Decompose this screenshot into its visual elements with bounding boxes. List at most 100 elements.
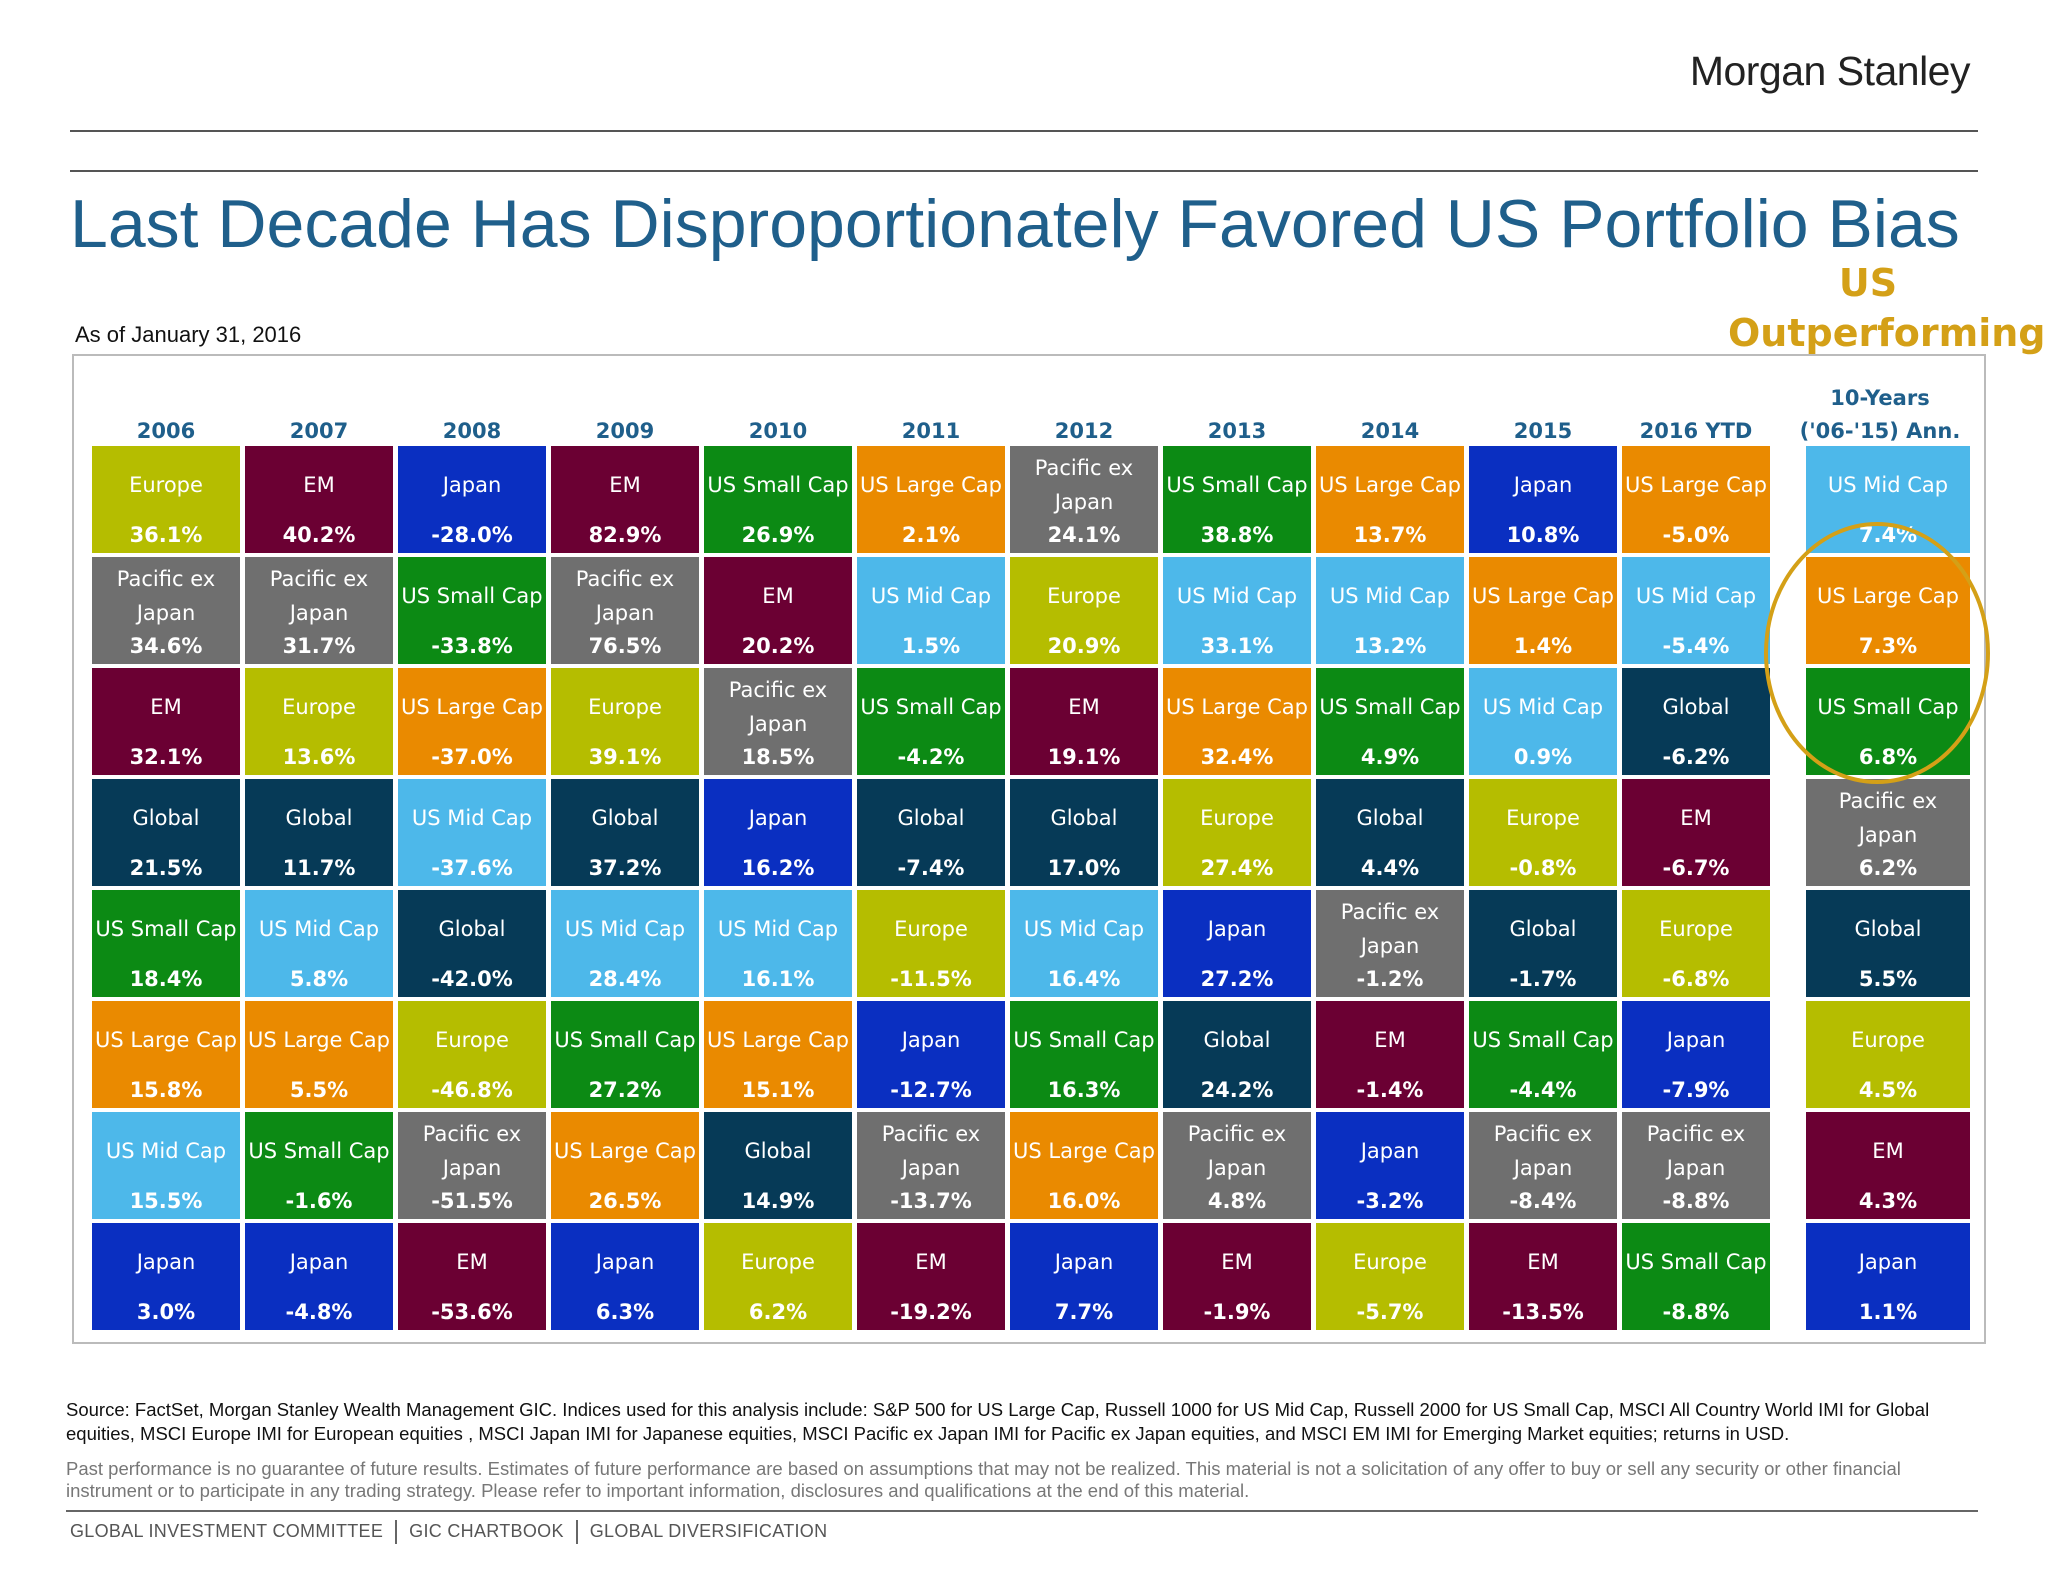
- quilt-cell-return-value: -5.0%: [1662, 523, 1730, 547]
- quilt-cell: Japan -7.9%: [1622, 1001, 1770, 1108]
- quilt-cell-return-value: 7.7%: [1054, 1300, 1114, 1324]
- quilt-cell-asset-label: US Large Cap: [248, 1028, 390, 1052]
- quilt-cell: Global 37.2%: [551, 779, 699, 886]
- quilt-cell: Europe 27.4%: [1163, 779, 1311, 886]
- quilt-cell-asset-label: US Mid Cap: [258, 917, 380, 941]
- quilt-cell-asset-label: EM: [1680, 806, 1712, 830]
- quilt-cell-asset-label: EM: [1872, 1139, 1904, 1163]
- quilt-cell-return-value: 21.5%: [129, 856, 203, 880]
- us-outperforming-callout: US Outperforming: [1728, 258, 2046, 358]
- quilt-cell-asset-label: US Mid Cap: [1827, 473, 1949, 497]
- quilt-cell-asset-label: Global: [1662, 695, 1730, 719]
- quilt-cell: EM -19.2%: [857, 1223, 1005, 1330]
- quilt-cell: Europe -6.8%: [1622, 890, 1770, 997]
- quilt-cell-return-value: 76.5%: [588, 634, 662, 658]
- quilt-cell-asset-label: US Mid Cap: [1482, 695, 1604, 719]
- quilt-cell-asset-label: EM: [456, 1250, 488, 1274]
- quilt-cell-asset-label: Japan: [1360, 1139, 1420, 1163]
- quilt-cell-asset-label: US Mid Cap: [1329, 584, 1451, 608]
- quilt-cell-return-value: 82.9%: [588, 523, 662, 547]
- quilt-cell: Pacific ex Japan 6.2%: [1806, 779, 1970, 886]
- quilt-cell-asset-label: Europe: [894, 917, 968, 941]
- quilt-cell-return-value: 13.6%: [282, 745, 356, 769]
- quilt-cell-return-value: 27.4%: [1200, 856, 1274, 880]
- quilt-cell-return-value: 32.1%: [129, 745, 203, 769]
- quilt-cell: US Mid Cap 16.4%: [1010, 890, 1158, 997]
- quilt-cell-return-value: -42.0%: [431, 967, 513, 991]
- quilt-cell-return-value: 24.1%: [1047, 523, 1121, 547]
- quilt-cell-asset-label: Global: [132, 806, 200, 830]
- quilt-cell-return-value: -11.5%: [890, 967, 972, 991]
- column-header-10-year: 10-Years: [1830, 386, 1930, 410]
- quilt-cell: Europe -5.7%: [1316, 1223, 1464, 1330]
- quilt-cell-return-value: -13.5%: [1502, 1300, 1584, 1324]
- quilt-cell-return-value: 36.1%: [129, 523, 203, 547]
- callout-line-1: US: [1838, 261, 1898, 305]
- quilt-cell-asset-label: Pacific ex Japan: [728, 678, 828, 736]
- quilt-cell: EM 19.1%: [1010, 668, 1158, 775]
- quilt-cell-return-value: 16.2%: [741, 856, 815, 880]
- quilt-cell-return-value: -6.7%: [1662, 856, 1730, 880]
- quilt-cell: Pacific ex Japan 18.5%: [704, 668, 852, 775]
- quilt-chart-frame: [72, 354, 1986, 1344]
- quilt-cell-return-value: 5.5%: [289, 1078, 349, 1102]
- quilt-cell-return-value: -6.8%: [1662, 967, 1730, 991]
- quilt-cell: Global -42.0%: [398, 890, 546, 997]
- quilt-cell-return-value: -4.8%: [285, 1300, 353, 1324]
- column-header-year: 2013: [1207, 419, 1267, 443]
- quilt-cell: US Small Cap 26.9%: [704, 446, 852, 553]
- quilt-cell-return-value: 10.8%: [1506, 523, 1580, 547]
- quilt-cell-return-value: -8.8%: [1662, 1189, 1730, 1213]
- quilt-cell-asset-label: EM: [150, 695, 182, 719]
- quilt-cell: Global 4.4%: [1316, 779, 1464, 886]
- quilt-cell: Europe 4.5%: [1806, 1001, 1970, 1108]
- quilt-cell-asset-label: Japan: [442, 473, 502, 497]
- quilt-cell-asset-label: Global: [1356, 806, 1424, 830]
- quilt-cell-return-value: 27.2%: [1200, 967, 1274, 991]
- quilt-cell-asset-label: Europe: [1200, 806, 1274, 830]
- quilt-cell-asset-label: Pacific ex Japan: [881, 1122, 981, 1180]
- quilt-cell-asset-label: Pacific ex Japan: [269, 567, 369, 625]
- quilt-cell-asset-label: Global: [1050, 806, 1118, 830]
- quilt-cell-return-value: -19.2%: [890, 1300, 972, 1324]
- quilt-cell-asset-label: Global: [1854, 917, 1922, 941]
- quilt-cell-asset-label: Japan: [1858, 1250, 1918, 1274]
- quilt-cell: US Large Cap 26.5%: [551, 1112, 699, 1219]
- footer-rule: [66, 1510, 1978, 1512]
- as-of-date: As of January 31, 2016: [75, 322, 302, 347]
- quilt-cell-return-value: -1.6%: [285, 1189, 353, 1213]
- quilt-cell-return-value: -12.7%: [890, 1078, 972, 1102]
- quilt-cell: US Small Cap -33.8%: [398, 557, 546, 664]
- quilt-cell: Pacific ex Japan 31.7%: [245, 557, 393, 664]
- quilt-cell-return-value: 27.2%: [588, 1078, 662, 1102]
- quilt-cell: EM -13.5%: [1469, 1223, 1617, 1330]
- quilt-cell: US Mid Cap 1.5%: [857, 557, 1005, 664]
- quilt-cell-return-value: -1.7%: [1509, 967, 1577, 991]
- quilt-cell-asset-label: Japan: [1666, 1028, 1726, 1052]
- quilt-cell-asset-label: EM: [1068, 695, 1100, 719]
- quilt-cell: Pacific ex Japan -13.7%: [857, 1112, 1005, 1219]
- quilt-cell-asset-label: Japan: [901, 1028, 961, 1052]
- column-header-year: 2008: [442, 419, 502, 443]
- quilt-cell: Europe -46.8%: [398, 1001, 546, 1108]
- quilt-cell-return-value: 17.0%: [1047, 856, 1121, 880]
- source-note: Source: FactSet, Morgan Stanley Wealth M…: [66, 1399, 1930, 1444]
- quilt-cell-return-value: 40.2%: [282, 523, 356, 547]
- quilt-cell: US Mid Cap 5.8%: [245, 890, 393, 997]
- quilt-cell-asset-label: Pacific ex Japan: [1340, 900, 1440, 958]
- quilt-cell: US Large Cap 32.4%: [1163, 668, 1311, 775]
- us-outperforming-highlight-ellipse: [1764, 522, 1990, 784]
- quilt-cell-return-value: 34.6%: [129, 634, 203, 658]
- quilt-cell-asset-label: US Large Cap: [1319, 473, 1461, 497]
- quilt-cell: Global -7.4%: [857, 779, 1005, 886]
- quilt-cell-asset-label: Europe: [1047, 584, 1121, 608]
- quilt-cell: Pacific ex Japan 4.8%: [1163, 1112, 1311, 1219]
- quilt-cell-asset-label: Pacific ex Japan: [1838, 789, 1938, 847]
- quilt-cell: US Large Cap 15.1%: [704, 1001, 852, 1108]
- quilt-cell-asset-label: US Small Cap: [401, 584, 543, 608]
- quilt-cell-asset-label: Europe: [1851, 1028, 1925, 1052]
- quilt-cell: US Mid Cap 13.2%: [1316, 557, 1464, 664]
- quilt-cell-asset-label: US Mid Cap: [717, 917, 839, 941]
- quilt-cell: Global 21.5%: [92, 779, 240, 886]
- callout-line-2: Outperforming: [1728, 311, 2046, 355]
